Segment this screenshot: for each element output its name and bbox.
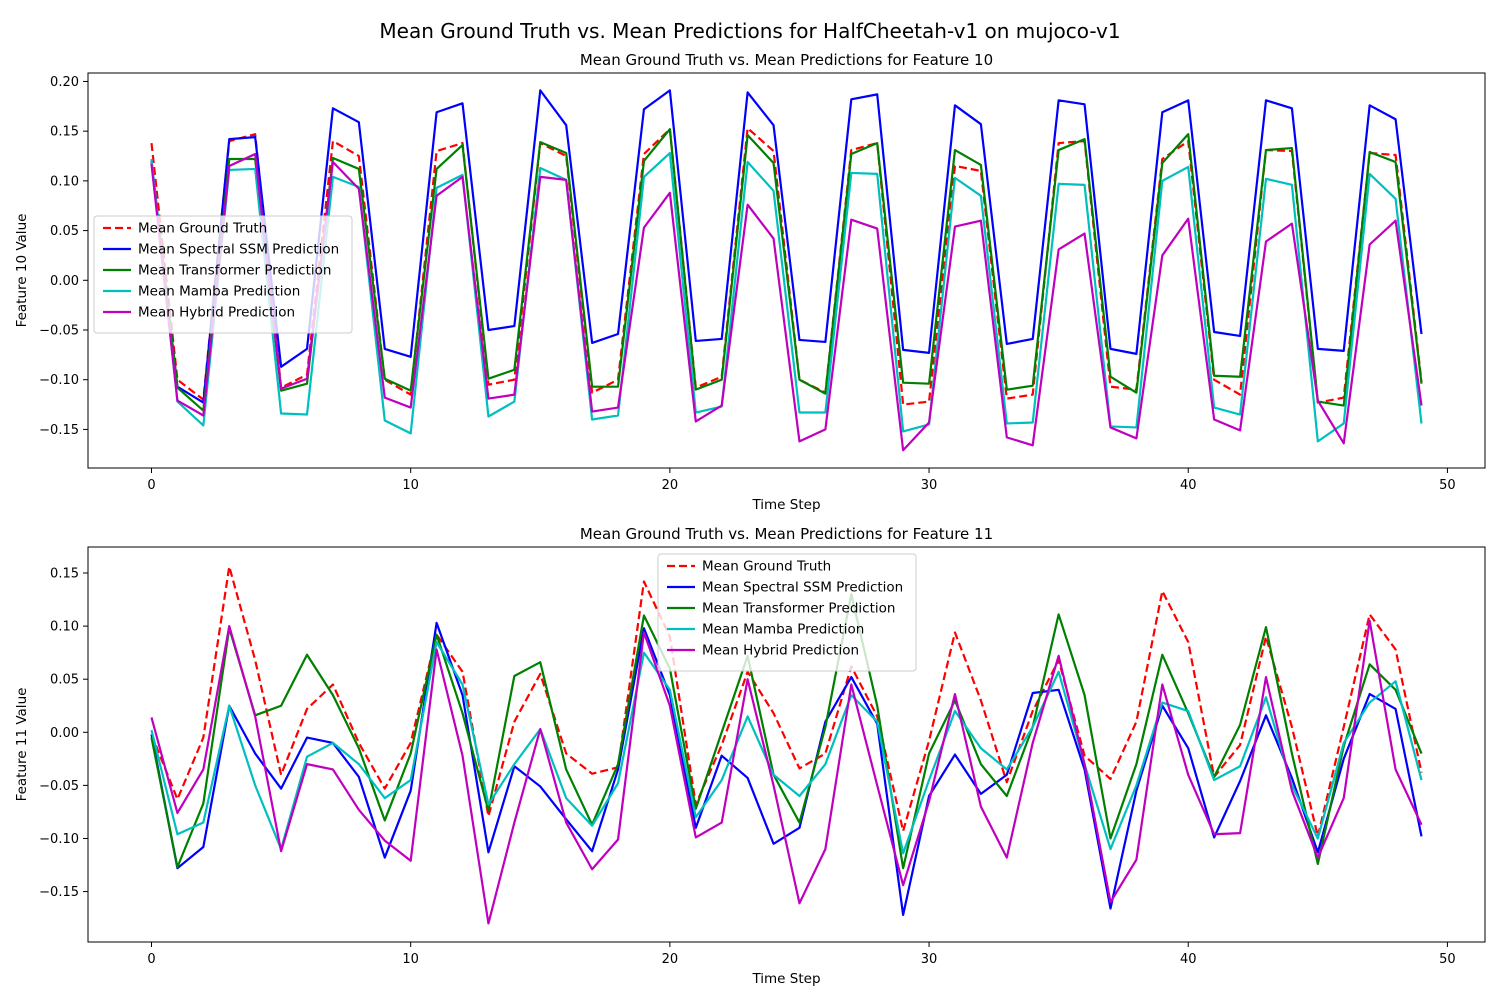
y-axis-label: Feature 10 Value [14, 214, 30, 328]
legend-label: Mean Hybrid Prediction [702, 643, 859, 659]
x-tick-label: 10 [402, 478, 419, 493]
legend: Mean Ground Truth Mean Spectral SSM Predi… [93, 215, 353, 334]
x-tick-label: 40 [1180, 478, 1197, 493]
legend-label: Mean Mamba Prediction [702, 622, 864, 638]
x-tick-label: 0 [147, 952, 155, 967]
x-tick-label: 30 [921, 478, 938, 493]
y-tick-label: 0.05 [50, 673, 79, 688]
x-tick-label: 30 [921, 952, 938, 967]
series-line-mean-hybrid-prediction [150, 152, 1423, 452]
series-line-mean-hybrid-prediction [150, 619, 1423, 925]
y-tick-label: 0.05 [50, 224, 79, 239]
axes-frame [87, 546, 1486, 943]
x-tick-label: 50 [1439, 952, 1456, 967]
figure-suptitle: Mean Ground Truth vs. Mean Predictions f… [379, 19, 1120, 43]
y-tick-label: 0.15 [50, 567, 79, 582]
y-tick-label: 0.00 [50, 274, 79, 289]
y-tick-label: 0.10 [50, 620, 79, 635]
legend-label: Mean Hybrid Prediction [138, 305, 295, 321]
x-axis-label: Time Step [751, 497, 820, 513]
y-tick-label: −0.05 [39, 779, 79, 794]
y-tick-label: −0.15 [39, 423, 79, 438]
x-tick-label: 50 [1439, 478, 1456, 493]
panel-title: Mean Ground Truth vs. Mean Predictions f… [580, 525, 993, 543]
y-tick-label: −0.10 [39, 832, 79, 847]
x-tick-label: 20 [662, 478, 679, 493]
y-tick-label: 0.20 [50, 75, 79, 90]
panel-title: Mean Ground Truth vs. Mean Predictions f… [580, 51, 993, 69]
x-axis-label: Time Step [751, 971, 820, 987]
x-tick-label: 10 [402, 952, 419, 967]
legend-label: Mean Ground Truth [702, 559, 831, 575]
series-group [150, 89, 1423, 452]
y-tick-label: −0.15 [39, 885, 79, 900]
y-tick-label: −0.10 [39, 373, 79, 388]
x-tick-label: 40 [1180, 952, 1197, 967]
legend-box [93, 215, 353, 334]
y-tick-label: 0.00 [50, 726, 79, 741]
axes-frame [87, 72, 1486, 469]
legend-label: Mean Transformer Prediction [702, 601, 895, 617]
legend-box [657, 553, 917, 672]
series-group [150, 565, 1423, 925]
legend-label: Mean Spectral SSM Prediction [702, 580, 903, 596]
legend: Mean Ground Truth Mean Spectral SSM Predi… [657, 553, 917, 672]
series-line-mean-ground-truth [150, 565, 1423, 838]
x-tick-label: 20 [662, 952, 679, 967]
legend-label: Mean Mamba Prediction [138, 284, 300, 300]
panel-feature-11: Mean Ground Truth vs. Mean Predictions f… [14, 525, 1486, 987]
panel-feature-10: Mean Ground Truth vs. Mean Predictions f… [14, 51, 1486, 513]
x-tick-label: 0 [147, 478, 155, 493]
legend-label: Mean Spectral SSM Prediction [138, 242, 339, 258]
y-tick-label: −0.05 [39, 324, 79, 339]
y-tick-label: 0.15 [50, 125, 79, 140]
y-axis-label: Feature 11 Value [14, 688, 30, 802]
series-line-mean-mamba-prediction [150, 640, 1423, 855]
series-line-mean-spectral-ssm-prediction [150, 89, 1423, 404]
legend-label: Mean Ground Truth [138, 221, 267, 237]
legend-label: Mean Transformer Prediction [138, 263, 331, 279]
series-line-mean-transformer-prediction [150, 128, 1423, 412]
y-tick-label: 0.10 [50, 174, 79, 189]
